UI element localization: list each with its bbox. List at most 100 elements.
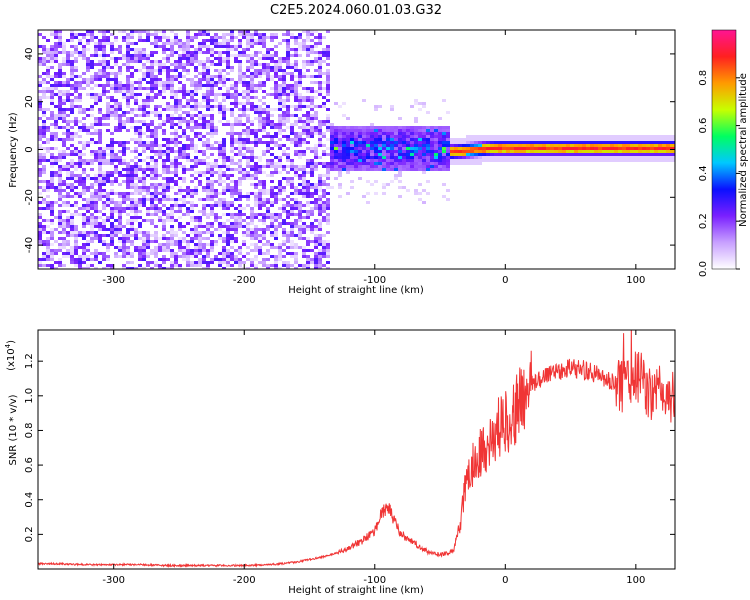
heatmap-cell [650, 144, 654, 147]
heatmap-cell [318, 234, 322, 237]
heatmap-cell [294, 36, 298, 39]
heatmap-cell [182, 69, 186, 72]
heatmap-cell [326, 84, 330, 87]
heatmap-cell [574, 150, 578, 153]
heatmap-cell [466, 153, 470, 156]
heatmap-cell [242, 96, 246, 99]
heatmap-cell [126, 60, 130, 63]
heatmap-cell [274, 225, 278, 228]
heatmap-cell [610, 144, 614, 147]
heatmap-cell [370, 150, 374, 153]
heatmap-cell [414, 144, 418, 147]
heatmap-cell [378, 144, 382, 147]
heatmap-cell [42, 72, 46, 75]
heatmap-cell [102, 33, 106, 36]
heatmap-cell [246, 96, 250, 99]
heatmap-cell [614, 147, 618, 150]
heatmap-cell [538, 159, 542, 162]
heatmap-cell [326, 45, 330, 48]
heatmap-cell [146, 198, 150, 201]
snr-y-tick-label: 1.0 [24, 388, 35, 404]
heatmap-cell [294, 132, 298, 135]
heatmap-cell [426, 144, 430, 147]
heatmap-cell [458, 144, 462, 147]
heatmap-cell [114, 36, 118, 39]
heatmap-cell [190, 129, 194, 132]
heatmap-cell [222, 237, 226, 240]
heatmap-cell [230, 129, 234, 132]
heatmap-cell [346, 168, 350, 171]
heatmap-cell [502, 135, 506, 138]
heatmap-cell [322, 216, 326, 219]
heatmap-cell [290, 36, 294, 39]
heatmap-cell [206, 228, 210, 231]
heatmap-cell [506, 135, 510, 138]
heatmap-cell [258, 84, 262, 87]
heatmap-cell [114, 102, 118, 105]
heatmap-cell [54, 120, 58, 123]
heatmap-cell [274, 84, 278, 87]
heatmap-cell [618, 153, 622, 156]
heatmap-cell [278, 249, 282, 252]
heatmap-cell [274, 60, 278, 63]
heatmap-cell [290, 159, 294, 162]
heatmap-cell [190, 159, 194, 162]
heatmap-cell [246, 195, 250, 198]
heatmap-cell [78, 183, 82, 186]
heatmap-cell [234, 81, 238, 84]
heatmap-cell [202, 258, 206, 261]
heatmap-cell [142, 132, 146, 135]
heatmap-cell [314, 90, 318, 93]
heatmap-cell [418, 165, 422, 168]
heatmap-cell [238, 75, 242, 78]
heatmap-cell [246, 192, 250, 195]
heatmap-cell [186, 39, 190, 42]
heatmap-cell [486, 153, 490, 156]
heatmap-cell [630, 141, 634, 144]
heatmap-cell [178, 108, 182, 111]
heatmap-cell [578, 150, 582, 153]
heatmap-cell [190, 63, 194, 66]
heatmap-cell [66, 177, 70, 180]
heatmap-cell [418, 162, 422, 165]
heatmap-cell [54, 60, 58, 63]
heatmap-cell [422, 165, 426, 168]
heatmap-cell [510, 141, 514, 144]
heatmap-cell [578, 144, 582, 147]
heatmap-cell [134, 219, 138, 222]
heatmap-cell [398, 159, 402, 162]
heatmap-cell [278, 69, 282, 72]
heatmap-cell [38, 261, 42, 264]
heatmap-cell [142, 72, 146, 75]
heatmap-cell [42, 132, 46, 135]
heatmap-cell [70, 105, 74, 108]
heatmap-cell [326, 243, 330, 246]
heatmap-cell [250, 72, 254, 75]
heatmap-cell [582, 144, 586, 147]
heatmap-cell [462, 159, 466, 162]
heatmap-cell [178, 75, 182, 78]
heatmap-cell [586, 144, 590, 147]
heatmap-cell [50, 123, 54, 126]
heatmap-cell [174, 108, 178, 111]
heatmap-cell [50, 48, 54, 51]
heatmap-cell [78, 258, 82, 261]
heatmap-cell [58, 156, 62, 159]
heatmap-cell [634, 138, 638, 141]
heatmap-cell [226, 228, 230, 231]
heatmap-cell [254, 111, 258, 114]
heatmap-cell [106, 147, 110, 150]
heatmap-cell [134, 216, 138, 219]
heatmap-cell [82, 207, 86, 210]
heatmap-cell [146, 186, 150, 189]
heatmap-cell [490, 138, 494, 141]
heatmap-cell [46, 237, 50, 240]
heatmap-cell [182, 117, 186, 120]
heatmap-cell [362, 165, 366, 168]
heatmap-cell [50, 135, 54, 138]
heatmap-cell [446, 129, 450, 132]
heatmap-cell [306, 147, 310, 150]
heatmap-cell [174, 102, 178, 105]
heatmap-cell [346, 129, 350, 132]
heatmap-cell [294, 63, 298, 66]
